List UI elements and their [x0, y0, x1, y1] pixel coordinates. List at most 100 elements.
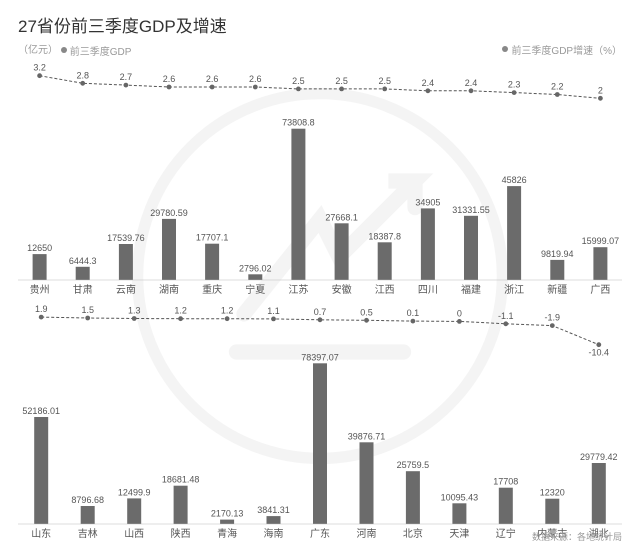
rate-dot	[167, 84, 172, 89]
category-label: 陕西	[171, 527, 191, 540]
rate-dot	[598, 95, 603, 100]
category-label: 江苏	[288, 283, 308, 296]
rate-dot	[411, 318, 416, 323]
rate-value-label: 0.5	[360, 307, 373, 317]
rate-value-label: 2.7	[120, 72, 133, 82]
category-label: 宁夏	[245, 283, 265, 296]
gdp-bar	[545, 498, 559, 523]
gdp-value-label: 34905	[415, 197, 440, 207]
gdp-value-label: 29779.42	[580, 452, 618, 462]
gdp-value-label: 6444.3	[69, 255, 97, 265]
gdp-value-label: 8796.68	[71, 495, 104, 505]
rate-value-label: 0.1	[407, 308, 420, 318]
gdp-value-label: 45826	[502, 175, 527, 185]
gdp-value-label: 12320	[540, 487, 565, 497]
gdp-value-label: 15999.07	[582, 236, 620, 246]
category-label: 湖南	[159, 283, 179, 296]
category-label: 江西	[375, 284, 395, 296]
gdp-bar	[593, 247, 607, 280]
gdp-bar	[34, 417, 48, 524]
rate-value-label: 2.4	[465, 77, 478, 87]
gdp-bar	[378, 242, 392, 280]
rate-dot	[469, 88, 474, 93]
gdp-bar	[360, 442, 374, 524]
category-label: 山西	[124, 528, 144, 540]
gdp-bar	[452, 503, 466, 524]
rate-value-label: 3.2	[33, 62, 46, 72]
gdp-value-label: 2796.02	[239, 263, 272, 273]
category-label: 甘肃	[73, 283, 93, 296]
gdp-bar	[33, 254, 47, 280]
gdp-value-label: 3841.31	[257, 505, 290, 515]
gdp-bar	[205, 243, 219, 279]
category-label: 福建	[461, 283, 481, 296]
rate-value-label: 2.6	[163, 74, 176, 84]
category-label: 河南	[357, 527, 377, 540]
gdp-value-label: 25759.5	[397, 460, 430, 470]
gdp-bar	[550, 259, 564, 279]
gdp-bar	[220, 519, 234, 523]
rate-dot	[503, 321, 508, 326]
gdp-value-label: 17539.76	[107, 233, 145, 243]
legend-rate-label: 前三季度GDP增速（%）	[511, 42, 622, 57]
rate-dot	[132, 316, 137, 321]
gdp-value-label: 17708	[493, 476, 518, 486]
rate-dot	[80, 80, 85, 85]
rate-value-label: -1.1	[498, 310, 514, 320]
source-label: 数据来源：各地统计局	[532, 531, 622, 542]
category-label: 贵州	[30, 283, 50, 296]
rate-value-label: 1.5	[81, 305, 94, 315]
rate-dot	[296, 86, 301, 91]
subtitle-row: （亿元） 前三季度GDP 前三季度GDP增速（%）	[18, 41, 622, 58]
rate-dot	[457, 319, 462, 324]
rate-value-label: 0.7	[314, 306, 327, 316]
chart-title: 27省份前三季度GDP及增速	[18, 12, 622, 37]
gdp-bar	[335, 223, 349, 280]
rate-value-label: -1.9	[545, 312, 561, 322]
category-label: 吉林	[78, 527, 98, 540]
gdp-bar	[174, 485, 188, 523]
gdp-bar	[313, 363, 327, 524]
gdp-bar	[592, 463, 606, 524]
rate-value-label: 2	[598, 85, 603, 95]
category-label: 广东	[310, 527, 330, 540]
rate-value-label: -10.4	[589, 347, 610, 357]
gdp-bar	[507, 186, 521, 280]
rate-dot	[210, 84, 215, 89]
rate-value-label: 2.6	[249, 74, 262, 84]
rate-value-label: 0	[457, 308, 462, 318]
rate-value-label: 2.3	[508, 79, 521, 89]
gdp-value-label: 78397.07	[301, 352, 339, 362]
rate-value-label: 2.5	[335, 75, 348, 85]
gdp-value-label: 27668.1	[325, 212, 358, 222]
rate-dot	[85, 315, 90, 320]
rate-dot	[124, 82, 129, 87]
rate-value-label: 2.4	[422, 77, 435, 87]
gdp-value-label: 52186.01	[22, 406, 60, 416]
rate-value-label: 2.5	[292, 75, 305, 85]
legend-gdp: 前三季度GDP	[61, 43, 132, 58]
gdp-bar	[127, 498, 141, 524]
category-label: 北京	[403, 527, 423, 540]
rate-dot	[550, 323, 555, 328]
gdp-bar	[81, 506, 95, 524]
gdp-bar	[267, 516, 281, 524]
bottom-panel-svg: 52186.01山东1.98796.68吉林1.512499.9山西1.3186…	[18, 312, 622, 542]
legend-gdp-dot	[61, 47, 67, 53]
category-label: 重庆	[202, 283, 222, 296]
rate-dot	[596, 342, 601, 347]
rate-dot	[253, 84, 258, 89]
rate-dot	[39, 314, 44, 319]
rate-value-label: 1.1	[267, 305, 280, 315]
rate-dot	[271, 316, 276, 321]
gdp-value-label: 17707.1	[196, 232, 229, 242]
chart-container: 27省份前三季度GDP及增速 （亿元） 前三季度GDP 前三季度GDP增速（%）…	[0, 0, 640, 552]
rate-dot	[512, 90, 517, 95]
category-label: 浙江	[504, 284, 524, 296]
gdp-bar	[162, 218, 176, 279]
gdp-value-label: 10095.43	[441, 492, 479, 502]
gdp-value-label: 31331.55	[452, 204, 490, 214]
gdp-value-label: 12499.9	[118, 487, 151, 497]
legend-left: （亿元） 前三季度GDP	[18, 41, 131, 58]
gdp-bar	[291, 128, 305, 279]
